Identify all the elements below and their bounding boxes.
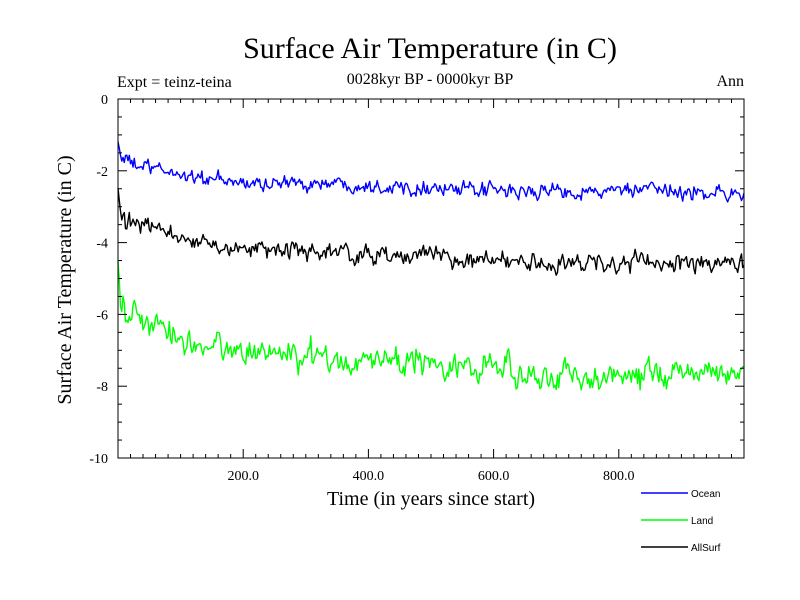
y-tick-label: -8: [96, 380, 108, 395]
y-tick-label: -10: [89, 452, 108, 467]
x-tick-label: 800.0: [603, 469, 635, 484]
experiment-label: Expt = teinz-teina: [117, 74, 232, 91]
series-line-ocean: [117, 141, 745, 203]
series-line-land: [117, 261, 745, 391]
x-tick-label: 600.0: [478, 469, 510, 484]
legend-label: Ocean: [691, 489, 720, 500]
y-tick-label: -6: [96, 308, 108, 323]
chart-title: Surface Air Temperature (in C): [243, 32, 617, 65]
plot-lines: [117, 141, 745, 391]
y-tick-label: 0: [101, 93, 108, 108]
y-tick-label: -2: [96, 165, 108, 180]
legend: Ocean Land AllSurf: [641, 489, 721, 554]
legend-label: AllSurf: [691, 543, 721, 554]
plot-frame: [117, 98, 745, 459]
y-axis-label: Surface Air Temperature (in C): [54, 155, 76, 404]
axes: 200.0 400.0 600.0 800.0 0 -2 -4 -6 -8 -10: [89, 93, 744, 484]
series-line-allsurf: [117, 188, 745, 276]
legend-label: Land: [691, 516, 713, 527]
season-label: Ann: [716, 73, 744, 90]
x-axis-label: Time (in years since start): [327, 488, 535, 510]
chart-subtitle: 0028kyr BP - 0000kyr BP: [347, 71, 514, 88]
x-tick-label: 400.0: [353, 469, 385, 484]
x-tick-label: 200.0: [227, 469, 259, 484]
y-tick-label: -4: [96, 237, 108, 252]
